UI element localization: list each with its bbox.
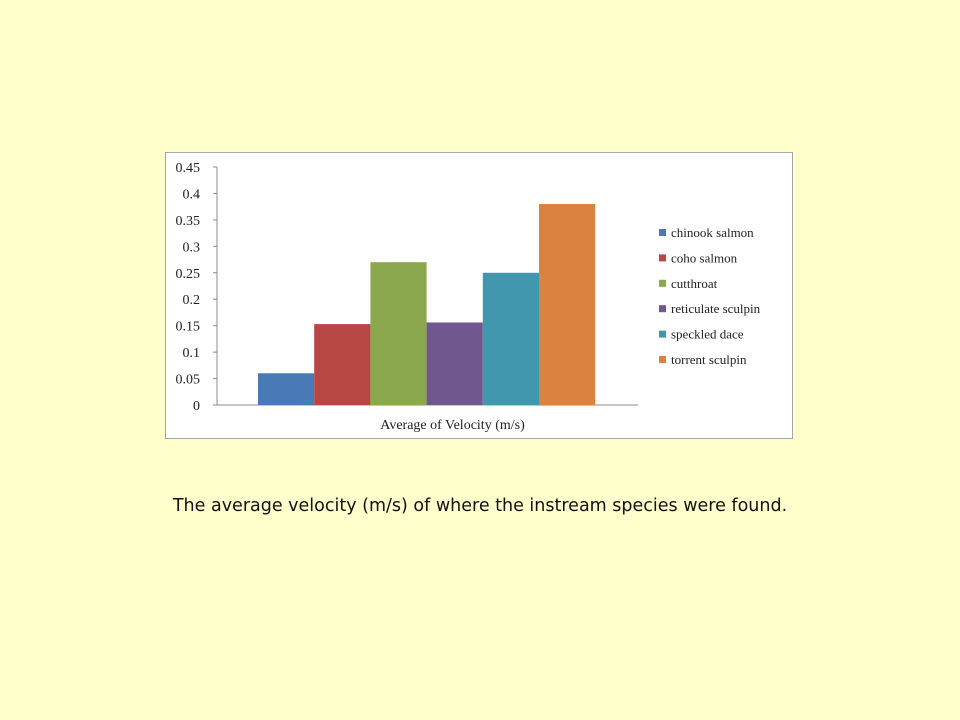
legend-swatch [659, 330, 666, 338]
legend-label: speckled dace [671, 327, 744, 342]
legend-label: reticulate sculpin [671, 301, 761, 316]
legend-swatch [659, 305, 666, 313]
bar-coho-salmon [314, 324, 371, 405]
legend-swatch [659, 254, 666, 262]
y-axis: 0 0.05 0.1 0.15 0.2 0.25 0.3 0.35 0.4 0.45 [176, 161, 217, 414]
legend-swatch [659, 229, 666, 236]
y-tick-label: 0.45 [176, 161, 201, 176]
bar-chinook-salmon [258, 373, 315, 405]
chart-panel: 0 0.05 0.1 0.15 0.2 0.25 0.3 0.35 0.4 0.45 Averag… [165, 152, 793, 439]
bar-chart: 0 0.05 0.1 0.15 0.2 0.25 0.3 0.35 0.4 0.45 Averag… [176, 161, 761, 433]
bar-torrent-sculpin [539, 204, 596, 405]
y-tick-label: 0.05 [176, 373, 201, 388]
bar-reticulate-sculpin [426, 322, 483, 405]
y-tick-label: 0.3 [183, 240, 201, 255]
figure-caption: The average velocity (m/s) of where the … [172, 496, 788, 516]
y-tick-label: 0 [193, 399, 200, 414]
y-tick-label: 0.35 [176, 214, 201, 229]
legend-label: cutthroat [671, 276, 718, 291]
legend: chinook salmon coho salmon cutthroat reticu… [659, 225, 761, 367]
legend-label: coho salmon [671, 250, 738, 265]
legend-label: chinook salmon [671, 225, 754, 240]
y-tick-label: 0.15 [176, 320, 201, 335]
bar-cutthroat [370, 262, 427, 405]
legend-swatch [659, 279, 666, 287]
bars [258, 204, 596, 405]
bar-speckled-dace [482, 272, 539, 405]
x-axis-label: Average of Velocity (m/s) [380, 418, 525, 433]
y-tick-label: 0.4 [183, 187, 201, 202]
legend-swatch [659, 356, 666, 363]
y-tick-label: 0.1 [183, 346, 201, 361]
legend-label: torrent sculpin [671, 352, 747, 367]
y-tick-label: 0.2 [183, 293, 201, 308]
y-tick-label: 0.25 [176, 267, 201, 282]
